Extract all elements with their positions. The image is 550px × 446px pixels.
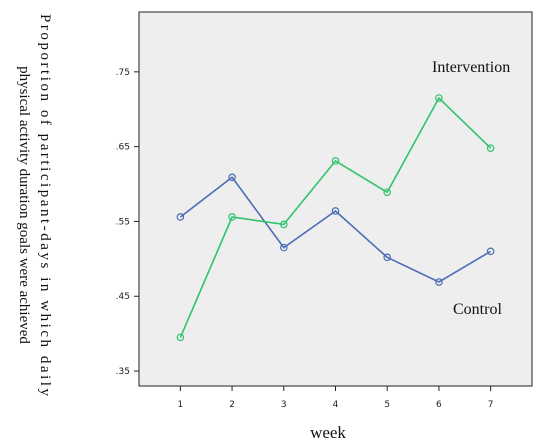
data-point-intervention <box>435 94 443 102</box>
y-axis-label: Proportion of participant-days in which … <box>16 14 53 397</box>
x-tick-label: 3 <box>281 400 287 410</box>
y-axis: .35 .45 .55 .65 .75 <box>116 68 139 377</box>
series-line-control <box>179 176 492 283</box>
y-tick-label: .75 <box>116 68 130 78</box>
series-label-intervention: Intervention <box>432 59 510 76</box>
data-point-intervention <box>228 213 236 221</box>
x-tick-label: 6 <box>436 400 442 410</box>
y-tick-label: .45 <box>116 292 130 302</box>
series-layer <box>176 94 495 342</box>
data-point-intervention <box>383 188 392 197</box>
data-point-control <box>176 213 185 221</box>
x-tick-label: 1 <box>178 400 184 410</box>
data-point-control <box>486 247 495 256</box>
data-point-intervention <box>331 157 340 165</box>
x-axis-label: week <box>310 423 346 442</box>
data-point-control <box>435 278 443 286</box>
x-tick-label: 7 <box>488 400 494 410</box>
y-tick-label: .35 <box>116 367 130 377</box>
series-label-control: Control <box>453 301 502 318</box>
x-tick-label: 2 <box>229 400 235 410</box>
data-point-control <box>228 173 236 182</box>
x-tick-label: 4 <box>333 400 339 410</box>
y-tick-label: .65 <box>116 143 130 153</box>
x-tick-label: 5 <box>384 400 390 410</box>
data-point-control <box>279 243 288 252</box>
data-point-control <box>383 253 392 262</box>
data-point-intervention <box>279 220 288 229</box>
data-point-intervention <box>176 333 185 342</box>
y-tick-label: .55 <box>116 217 130 227</box>
data-point-control <box>331 207 340 215</box>
y-axis-label-line-2: physical activity duration goals were ac… <box>16 66 32 344</box>
y-axis-label-line-1: Proportion of participant-days in which … <box>37 14 53 397</box>
data-point-intervention <box>486 144 495 152</box>
x-axis: 1 2 3 4 5 6 7 <box>178 386 494 410</box>
series-line-intervention <box>179 96 492 338</box>
